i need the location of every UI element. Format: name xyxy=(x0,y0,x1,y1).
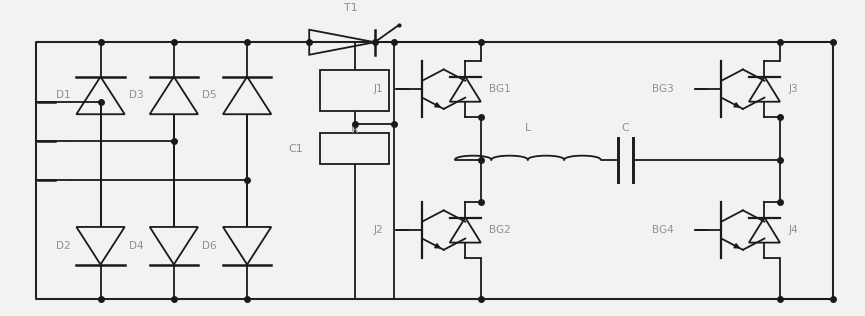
Text: D4: D4 xyxy=(129,241,144,251)
Text: J3: J3 xyxy=(789,84,798,94)
Text: BG2: BG2 xyxy=(490,225,511,235)
Text: J2: J2 xyxy=(374,225,383,235)
FancyBboxPatch shape xyxy=(320,70,389,111)
Text: BG4: BG4 xyxy=(652,225,674,235)
Text: D6: D6 xyxy=(202,241,217,251)
Text: D2: D2 xyxy=(55,241,70,251)
Text: D1: D1 xyxy=(55,90,70,100)
Text: BG1: BG1 xyxy=(490,84,511,94)
Text: D5: D5 xyxy=(202,90,217,100)
Text: T1: T1 xyxy=(343,3,357,13)
Text: L: L xyxy=(525,123,531,133)
Text: J4: J4 xyxy=(789,225,798,235)
Text: J1: J1 xyxy=(374,84,383,94)
Text: R: R xyxy=(351,125,359,135)
FancyBboxPatch shape xyxy=(320,133,389,164)
Text: C1: C1 xyxy=(288,144,303,154)
Text: C: C xyxy=(622,123,630,133)
Text: D3: D3 xyxy=(129,90,144,100)
Text: BG3: BG3 xyxy=(652,84,674,94)
